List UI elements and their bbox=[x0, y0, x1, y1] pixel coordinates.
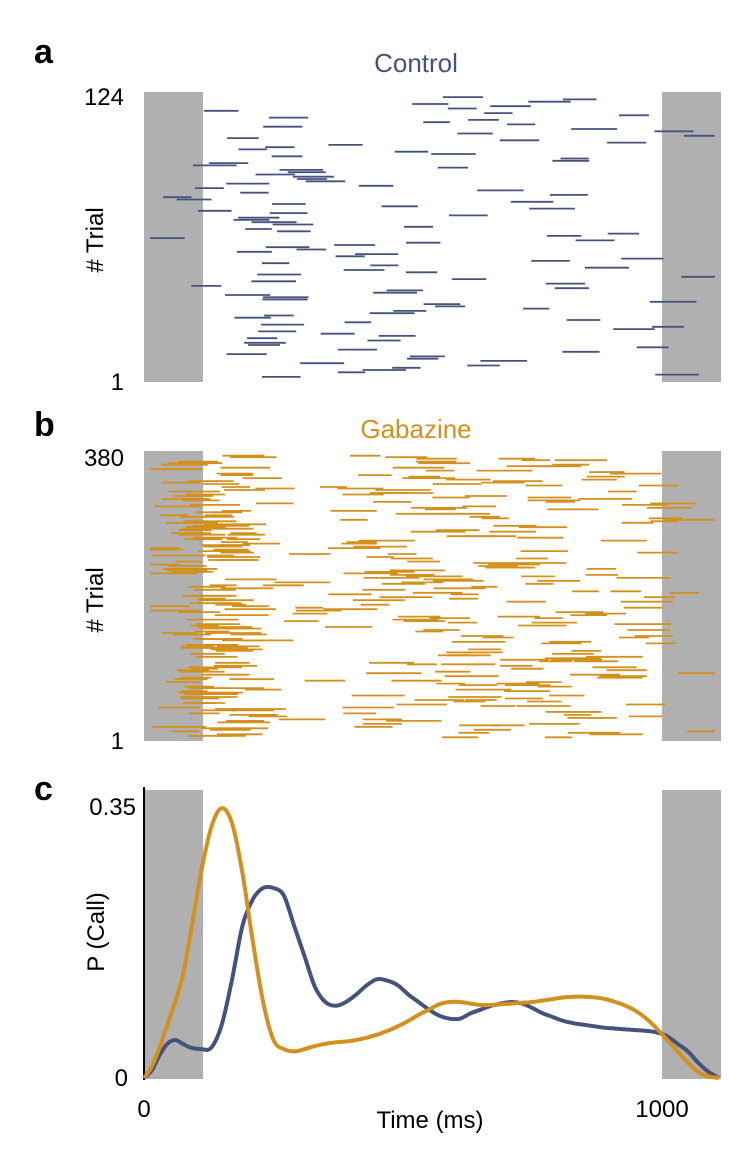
panel-b-raster bbox=[150, 454, 715, 739]
panel-b-ytick-top: 380 bbox=[84, 445, 124, 472]
panel-c-xlabel: Time (ms) bbox=[376, 1107, 483, 1134]
panel-a-letter: a bbox=[34, 33, 54, 71]
panel-a-ylabel: # Trial bbox=[82, 207, 109, 272]
panel-b-title: Gabazine bbox=[360, 414, 471, 444]
panel-a: Control 124 1 # Trial bbox=[82, 48, 721, 396]
panel-c-xtick-0: 0 bbox=[137, 1096, 150, 1123]
panel-c-shade-right bbox=[662, 790, 721, 1079]
panel-a-title: Control bbox=[374, 48, 458, 78]
panel-b-shade-right bbox=[662, 451, 721, 741]
panel-c-xtick-1000: 1000 bbox=[635, 1096, 688, 1123]
panel-b-ytick-bottom: 1 bbox=[111, 728, 124, 755]
panel-a-ytick-bottom: 1 bbox=[111, 369, 124, 396]
panel-c-ytick-bottom: 0 bbox=[115, 1065, 128, 1092]
panel-a-ytick-top: 124 bbox=[84, 84, 124, 111]
gabazine-line bbox=[142, 806, 720, 1080]
panel-c-letter: c bbox=[34, 770, 53, 808]
panel-b-letter: b bbox=[34, 406, 55, 444]
panel-b: Gabazine 380 1 # Trial bbox=[82, 414, 721, 755]
panel-a-shade-left bbox=[144, 92, 203, 382]
panel-a-shade-right bbox=[662, 92, 721, 382]
panel-a-raster bbox=[150, 96, 715, 378]
panel-c-shade-left bbox=[144, 790, 203, 1079]
control-line bbox=[142, 884, 721, 1080]
panel-c: 0.35 0 0 1000 Time (ms) P (Call) bbox=[83, 787, 721, 1134]
panel-b-ylabel: # Trial bbox=[82, 567, 109, 632]
panel-c-ytick-top: 0.35 bbox=[89, 794, 136, 821]
panel-c-ylabel: P (Call) bbox=[83, 892, 110, 972]
